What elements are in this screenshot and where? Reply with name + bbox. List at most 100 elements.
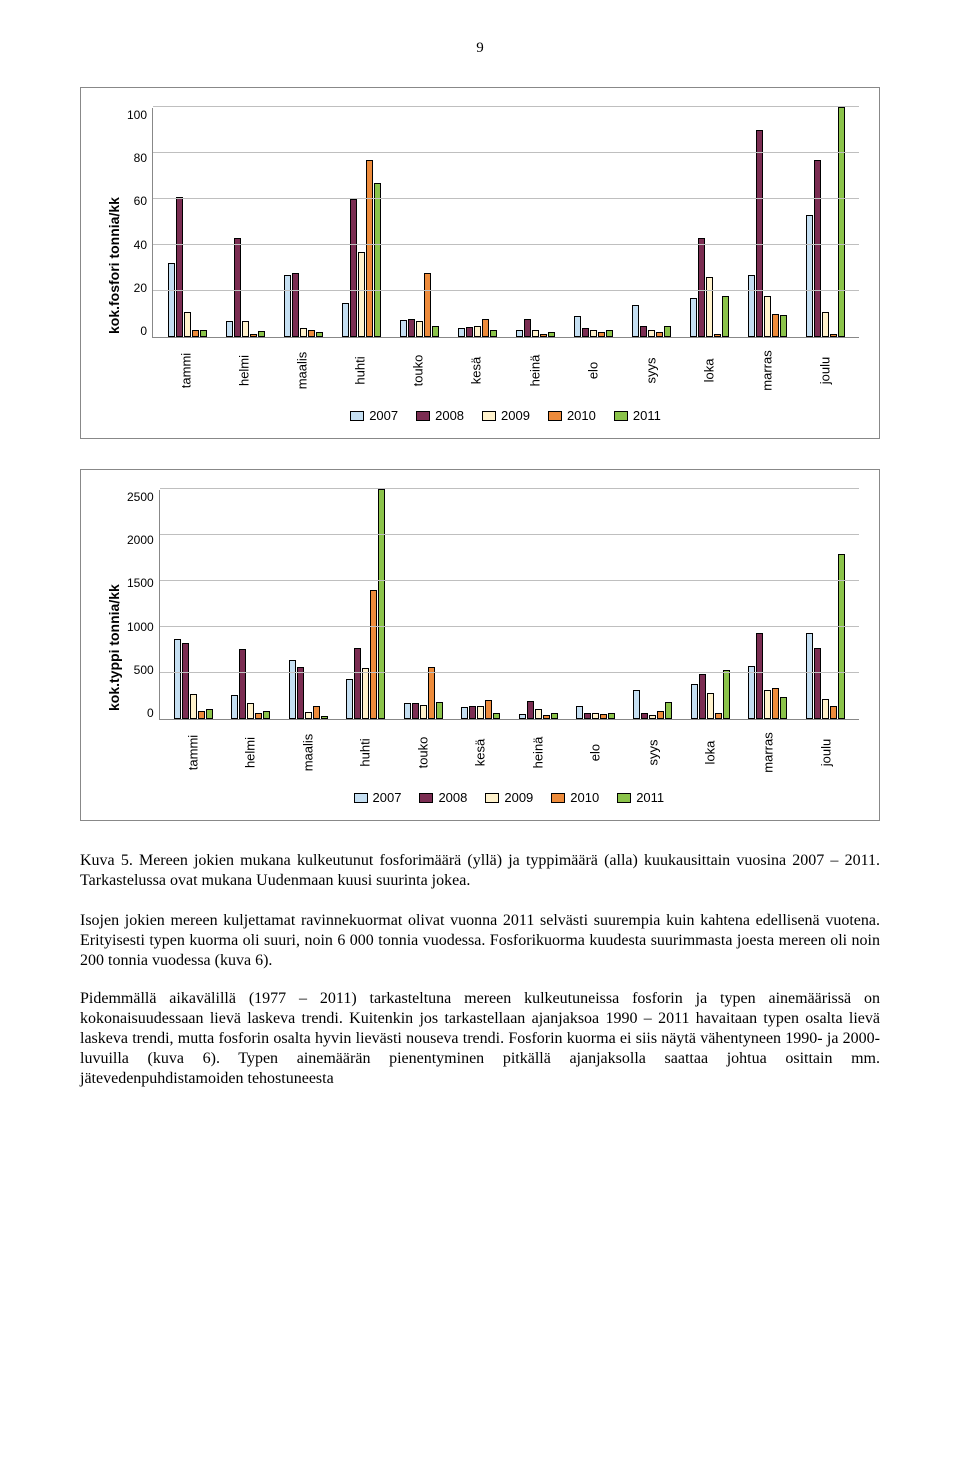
- nitrogen-legend: 20072008200920102011: [159, 790, 859, 805]
- bar: [764, 296, 771, 337]
- legend-label: 2007: [373, 790, 402, 805]
- legend-label: 2008: [435, 408, 464, 423]
- xlabel: huhti: [338, 724, 393, 782]
- bar: [657, 711, 664, 719]
- bar: [305, 712, 312, 719]
- bar: [206, 709, 213, 719]
- xlabel: joulu: [797, 341, 852, 399]
- bar: [806, 215, 813, 337]
- bar: [432, 326, 439, 338]
- bar: [482, 319, 489, 337]
- bar: [250, 334, 257, 337]
- bar: [535, 709, 542, 719]
- bar: [358, 252, 365, 337]
- xlabel: syys: [625, 724, 680, 782]
- legend-item: 2010: [551, 790, 599, 805]
- bar: [756, 633, 763, 719]
- bar-group: [274, 108, 332, 337]
- phosphorus-xlabels: tammihelmimaalishuhtitoukokesäheinäelosy…: [152, 343, 859, 398]
- bar-group: [158, 108, 216, 337]
- xlabel: joulu: [798, 724, 853, 782]
- ytick-label: 0: [147, 706, 154, 720]
- bar: [362, 668, 369, 719]
- bar: [190, 694, 197, 719]
- legend-label: 2009: [501, 408, 530, 423]
- bar: [772, 688, 779, 719]
- bar: [649, 715, 656, 719]
- bar-group: [622, 108, 680, 337]
- bar: [582, 328, 589, 337]
- bar: [436, 702, 443, 719]
- legend-swatch: [548, 411, 562, 421]
- xlabel: huhti: [333, 341, 388, 399]
- bar: [592, 713, 599, 719]
- xlabel: heinä: [510, 724, 565, 782]
- bar: [263, 711, 270, 719]
- bar: [527, 701, 534, 719]
- bar: [350, 199, 357, 337]
- bar-group: [797, 490, 854, 719]
- legend-swatch: [614, 411, 628, 421]
- phosphorus-ylabel: kok.fosfori tonnia/kk: [101, 108, 127, 423]
- bar: [192, 330, 199, 337]
- bar: [690, 298, 697, 337]
- xlabel: heinä: [507, 341, 562, 399]
- xlabel: maalis: [275, 341, 330, 399]
- bar-group: [216, 108, 274, 337]
- bar: [420, 705, 427, 719]
- bar-group: [165, 490, 222, 719]
- ytick-label: 20: [134, 281, 147, 295]
- phosphorus-chart: kok.fosfori tonnia/kk 100806040200 tammi…: [80, 87, 880, 439]
- bar: [641, 713, 648, 719]
- bar: [606, 330, 613, 337]
- nitrogen-plot-area: [159, 490, 859, 720]
- phosphorus-yaxis: 100806040200: [127, 108, 152, 338]
- bar: [540, 334, 547, 337]
- ytick-label: 500: [134, 663, 154, 677]
- ytick-label: 2500: [127, 490, 154, 504]
- bar: [814, 648, 821, 719]
- bar-group: [332, 108, 390, 337]
- legend-item: 2008: [419, 790, 467, 805]
- bar: [608, 713, 615, 719]
- bar: [466, 327, 473, 337]
- bar: [289, 660, 296, 719]
- bar: [516, 330, 523, 337]
- bar: [292, 273, 299, 337]
- ytick-label: 0: [140, 324, 147, 338]
- bar: [242, 321, 249, 337]
- bar-group: [509, 490, 566, 719]
- bar: [412, 703, 419, 719]
- bar: [632, 305, 639, 337]
- bar: [424, 273, 431, 337]
- nitrogen-xlabels: tammihelmimaalishuhtitoukokesäheinäelosy…: [159, 725, 859, 780]
- bar: [416, 321, 423, 337]
- bar-group: [680, 108, 738, 337]
- bar: [748, 666, 755, 719]
- bar: [706, 277, 713, 337]
- phosphorus-legend: 20072008200920102011: [152, 408, 859, 423]
- bar: [458, 328, 465, 337]
- legend-label: 2011: [636, 790, 664, 805]
- bar-group: [222, 490, 279, 719]
- legend-item: 2009: [482, 408, 530, 423]
- bar-group: [682, 490, 739, 719]
- xlabel: helmi: [223, 724, 278, 782]
- bar: [374, 183, 381, 337]
- xlabel: syys: [623, 341, 678, 399]
- bar: [532, 330, 539, 337]
- bar: [234, 238, 241, 337]
- bar: [590, 330, 597, 337]
- bar: [756, 130, 763, 337]
- legend-swatch: [419, 793, 433, 803]
- bar: [284, 275, 291, 337]
- legend-swatch: [617, 793, 631, 803]
- ytick-label: 100: [127, 108, 147, 122]
- legend-label: 2007: [369, 408, 398, 423]
- bar: [665, 702, 672, 719]
- bar: [584, 713, 591, 719]
- xlabel: touko: [391, 341, 446, 399]
- xlabel: loka: [683, 724, 738, 782]
- bar: [600, 714, 607, 719]
- nitrogen-yaxis: 25002000150010005000: [127, 490, 159, 720]
